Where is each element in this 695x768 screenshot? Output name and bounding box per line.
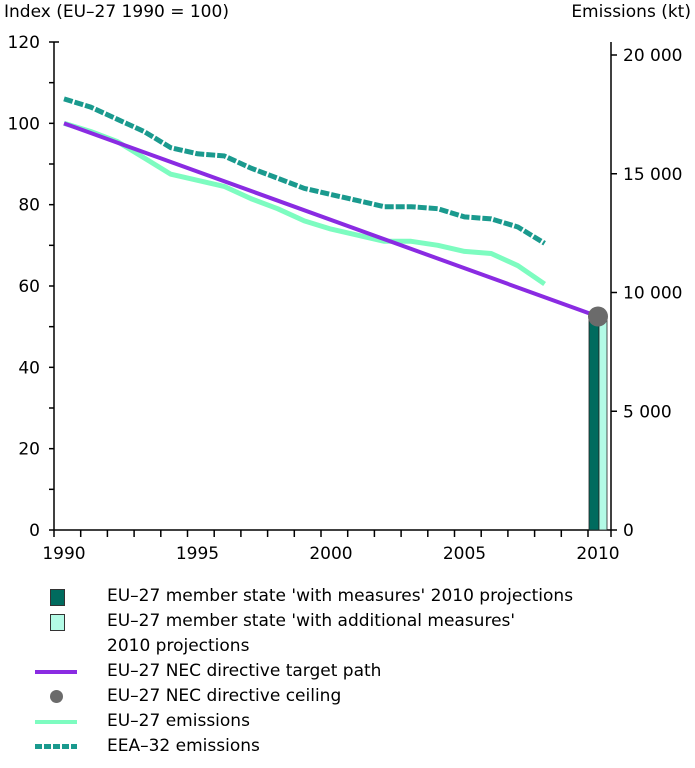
legend-label: EU–27 emissions bbox=[107, 711, 250, 731]
legend-item-with-measures: EU–27 member state 'with measures' 2010 … bbox=[30, 584, 690, 609]
left-axis-tick-label: 100 bbox=[8, 114, 40, 134]
legend-swatch-ceiling bbox=[50, 690, 63, 703]
bar-with-measures bbox=[588, 316, 600, 531]
legend-item-target-path: EU–27 NEC directive target path bbox=[30, 659, 690, 684]
plot-area bbox=[63, 96, 608, 531]
x-axis-tick-label: 1990 bbox=[42, 544, 85, 564]
legend-label: EU–27 NEC directive target path bbox=[107, 661, 382, 681]
bar-with-additional-measures bbox=[598, 316, 608, 531]
series-line-target-path bbox=[63, 121, 599, 319]
x-axis-tick-label: 2005 bbox=[443, 544, 486, 564]
right-axis-tick-label: 15 000 bbox=[623, 165, 682, 185]
legend-item-eea32-emissions: EEA–32 emissions bbox=[30, 734, 690, 759]
left-axis-tick-label: 120 bbox=[8, 33, 40, 53]
legend-item-ceiling: EU–27 NEC directive ceiling bbox=[30, 684, 690, 709]
x-axis-tick-label: 2010 bbox=[576, 544, 619, 564]
left-axis-tick-label: 0 bbox=[29, 521, 40, 541]
legend-label: EU–27 member state 'with measures' 2010 … bbox=[107, 586, 574, 606]
right-axis-tick-label: 5 000 bbox=[623, 402, 672, 422]
series-line-eea32-emissions bbox=[63, 96, 546, 246]
legend-swatch-with-measures bbox=[50, 589, 65, 606]
legend-label: EEA–32 emissions bbox=[107, 736, 260, 756]
legend: EU–27 member state 'with measures' 2010 … bbox=[30, 584, 690, 759]
emissions-chart: Index (EU–27 1990 = 100) Emissions (kt) … bbox=[4, 2, 691, 564]
ceiling-point bbox=[588, 306, 608, 327]
legend-item-eu27-emissions: EU–27 emissions bbox=[30, 709, 690, 734]
series-line-eu27-emissions bbox=[63, 120, 547, 287]
legend-label: EU–27 member state 'with additional meas… bbox=[107, 611, 516, 656]
legend-swatch-eea32-emissions bbox=[35, 744, 77, 749]
x-axis-tick-label: 1995 bbox=[176, 544, 219, 564]
left-axis-title: Index (EU–27 1990 = 100) bbox=[4, 2, 229, 22]
x-axis-tick-label: 2000 bbox=[309, 544, 352, 564]
legend-swatch-eu27-emissions bbox=[35, 720, 77, 724]
left-axis-tick-label: 20 bbox=[18, 440, 40, 460]
left-axis-tick-label: 60 bbox=[18, 277, 40, 297]
right-axis-tick-label: 20 000 bbox=[623, 46, 682, 66]
legend-label: EU–27 NEC directive ceiling bbox=[107, 686, 342, 706]
legend-item-with-additional-measures: EU–27 member state 'with additional meas… bbox=[30, 609, 690, 659]
right-axis-tick-label: 10 000 bbox=[623, 284, 682, 304]
legend-swatch-target-path bbox=[35, 670, 77, 674]
legend-swatch-with-additional-measures bbox=[50, 614, 65, 631]
right-axis-title: Emissions (kt) bbox=[571, 2, 691, 22]
right-axis-tick-label: 0 bbox=[623, 521, 634, 541]
left-axis-tick-label: 40 bbox=[18, 358, 40, 378]
left-axis-tick-label: 80 bbox=[18, 196, 40, 216]
